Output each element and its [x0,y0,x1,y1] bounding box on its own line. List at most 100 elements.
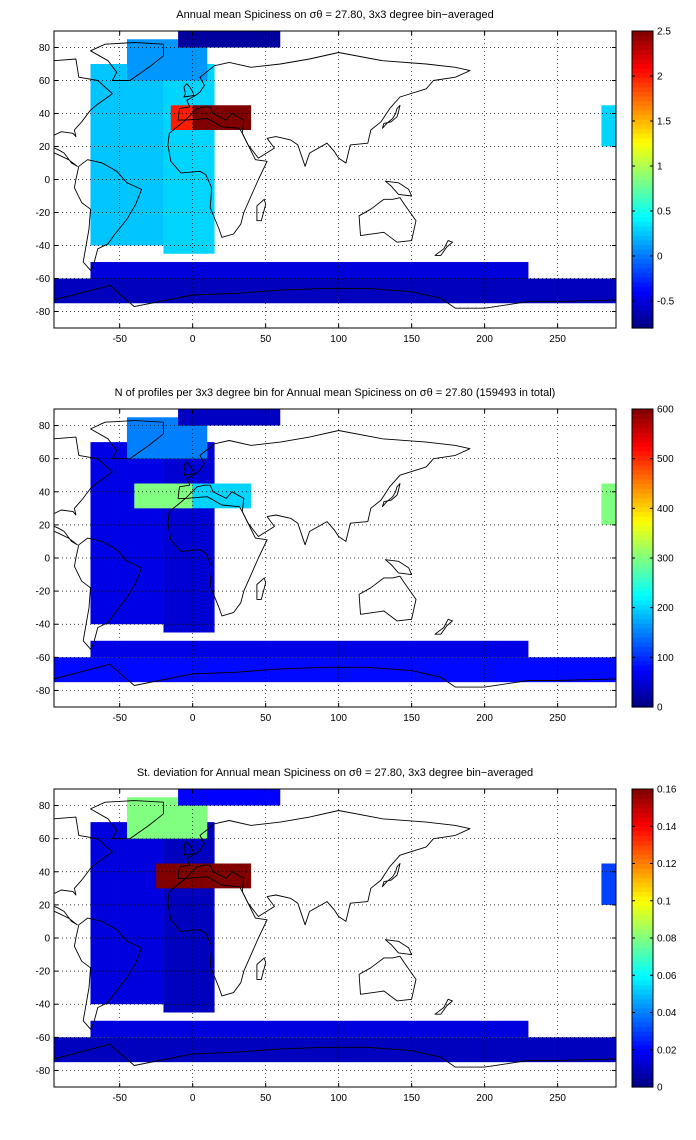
colorbar-tick-label: 0.06 [657,971,677,982]
colorbar-segment [632,1082,653,1088]
colorbar-segment [632,58,653,65]
colorbar-segment [632,914,653,920]
y-tick-label: 20 [39,142,51,153]
coastline-uk [183,83,195,98]
colorbar-segment [632,688,653,694]
coastline-new-zealand [434,998,453,1015]
data-cell-6 [54,278,616,304]
colorbar-segment [632,188,653,195]
x-tick-label: -50 [112,1093,127,1104]
colorbar-segment [632,160,653,167]
colorbar-segment [632,128,653,134]
colorbar-segment [632,1073,653,1079]
colorbar-segment [632,548,653,554]
colorbar-segment [632,516,653,522]
colorbar-segment [632,581,653,587]
data-layer [54,31,616,304]
colorbar-segment [632,618,653,624]
colorbar-segment [632,1026,653,1032]
colorbar-segment [632,202,653,208]
colorbar-segment [632,595,653,601]
colorbar-segment [632,446,653,452]
coastline-africa [167,118,268,238]
colorbar-segment [632,669,653,676]
colorbar-segment [632,418,653,424]
colorbar-segment [632,253,653,259]
colorbar-segment [632,623,653,629]
colorbar-segment [632,905,653,911]
coastline-greenland [90,420,164,460]
colorbar-segment [632,235,653,241]
coastline-new-guinea [384,559,413,576]
coastline-antarctica [54,1043,616,1087]
colorbar-segment [632,576,653,582]
x-tick-label: 100 [330,713,347,724]
colorbar-segment [632,436,653,443]
data-cell-4 [170,105,193,130]
x-tick-label: 250 [549,713,566,724]
colorbar-tick-label: 0 [657,703,663,714]
coastline-japan [381,104,401,129]
colorbar-segment [632,802,653,809]
coastlines [54,800,616,1087]
colorbar-segment [632,239,653,246]
colorbar-segment [632,571,653,578]
colorbar-segment [632,807,653,813]
coastline-north-america [54,436,113,546]
colorbar-segment [632,474,653,480]
coastline-eurasia [177,810,471,926]
colorbar-segment [632,309,653,315]
data-cell-2 [163,822,215,1013]
colorbar-segment [632,863,653,869]
coastline-south-america [73,159,143,271]
coastline-eurasia [177,52,471,167]
colorbar-segment [632,44,653,51]
colorbar-segment [632,942,653,948]
colorbar-segment [632,665,653,671]
data-cell-9 [178,31,281,48]
colorbar-segment [632,469,653,475]
colorbar-segment [632,627,653,634]
colorbar-segment [632,300,653,306]
coastline-greenland [90,42,164,81]
colorbar-segment [632,793,653,799]
coastline-south-america [73,537,143,650]
colorbar-segment [632,225,653,232]
coastline-new-zealand [434,240,453,256]
colorbar: 0 0.02 0.04 0.06 0.08 0.1 0.12 0.14 0.16 [631,785,677,1094]
colorbar-tick-label: 0.14 [657,822,677,833]
colorbar-segment [632,840,653,846]
coastline-africa [167,876,268,997]
x-tick-label: 50 [260,1093,272,1104]
colorbar-segment [632,114,653,120]
y-tick-label: 0 [44,554,50,565]
colorbar-segment [632,464,653,471]
colorbar-segment [632,984,653,990]
colorbar-segment [632,211,653,218]
colorbar-segment [632,263,653,269]
colorbar-segment [632,534,653,540]
colorbar-segment [632,951,653,958]
colorbar-segment [632,216,653,222]
coastline-uk [183,841,195,856]
colorbar-segment [632,891,653,897]
colorbar-segment [632,798,653,804]
y-tick-label: 80 [39,421,51,432]
colorbar-segment [632,965,653,972]
y-tick-label: 60 [39,454,51,465]
colorbar-segment [632,539,653,545]
coastline-new-zealand [434,618,453,635]
colorbar-segment [632,637,653,643]
chart-title: N of profiles per 3x3 degree bin for Ann… [115,387,556,399]
x-tick-label: 0 [190,334,196,345]
coastline-madagascar [256,957,267,980]
colorbar-segment [632,109,653,116]
chart-3: -50 0 50 100 150 200 250806040200-20-40-60-80S… [36,767,677,1104]
colorbar-segment [632,655,653,662]
colorbar-segment [632,272,653,278]
colorbar-tick-label: 2 [657,72,663,83]
colorbar-segment [632,450,653,457]
coastline-madagascar [256,198,267,222]
y-tick-label: 20 [39,900,51,911]
